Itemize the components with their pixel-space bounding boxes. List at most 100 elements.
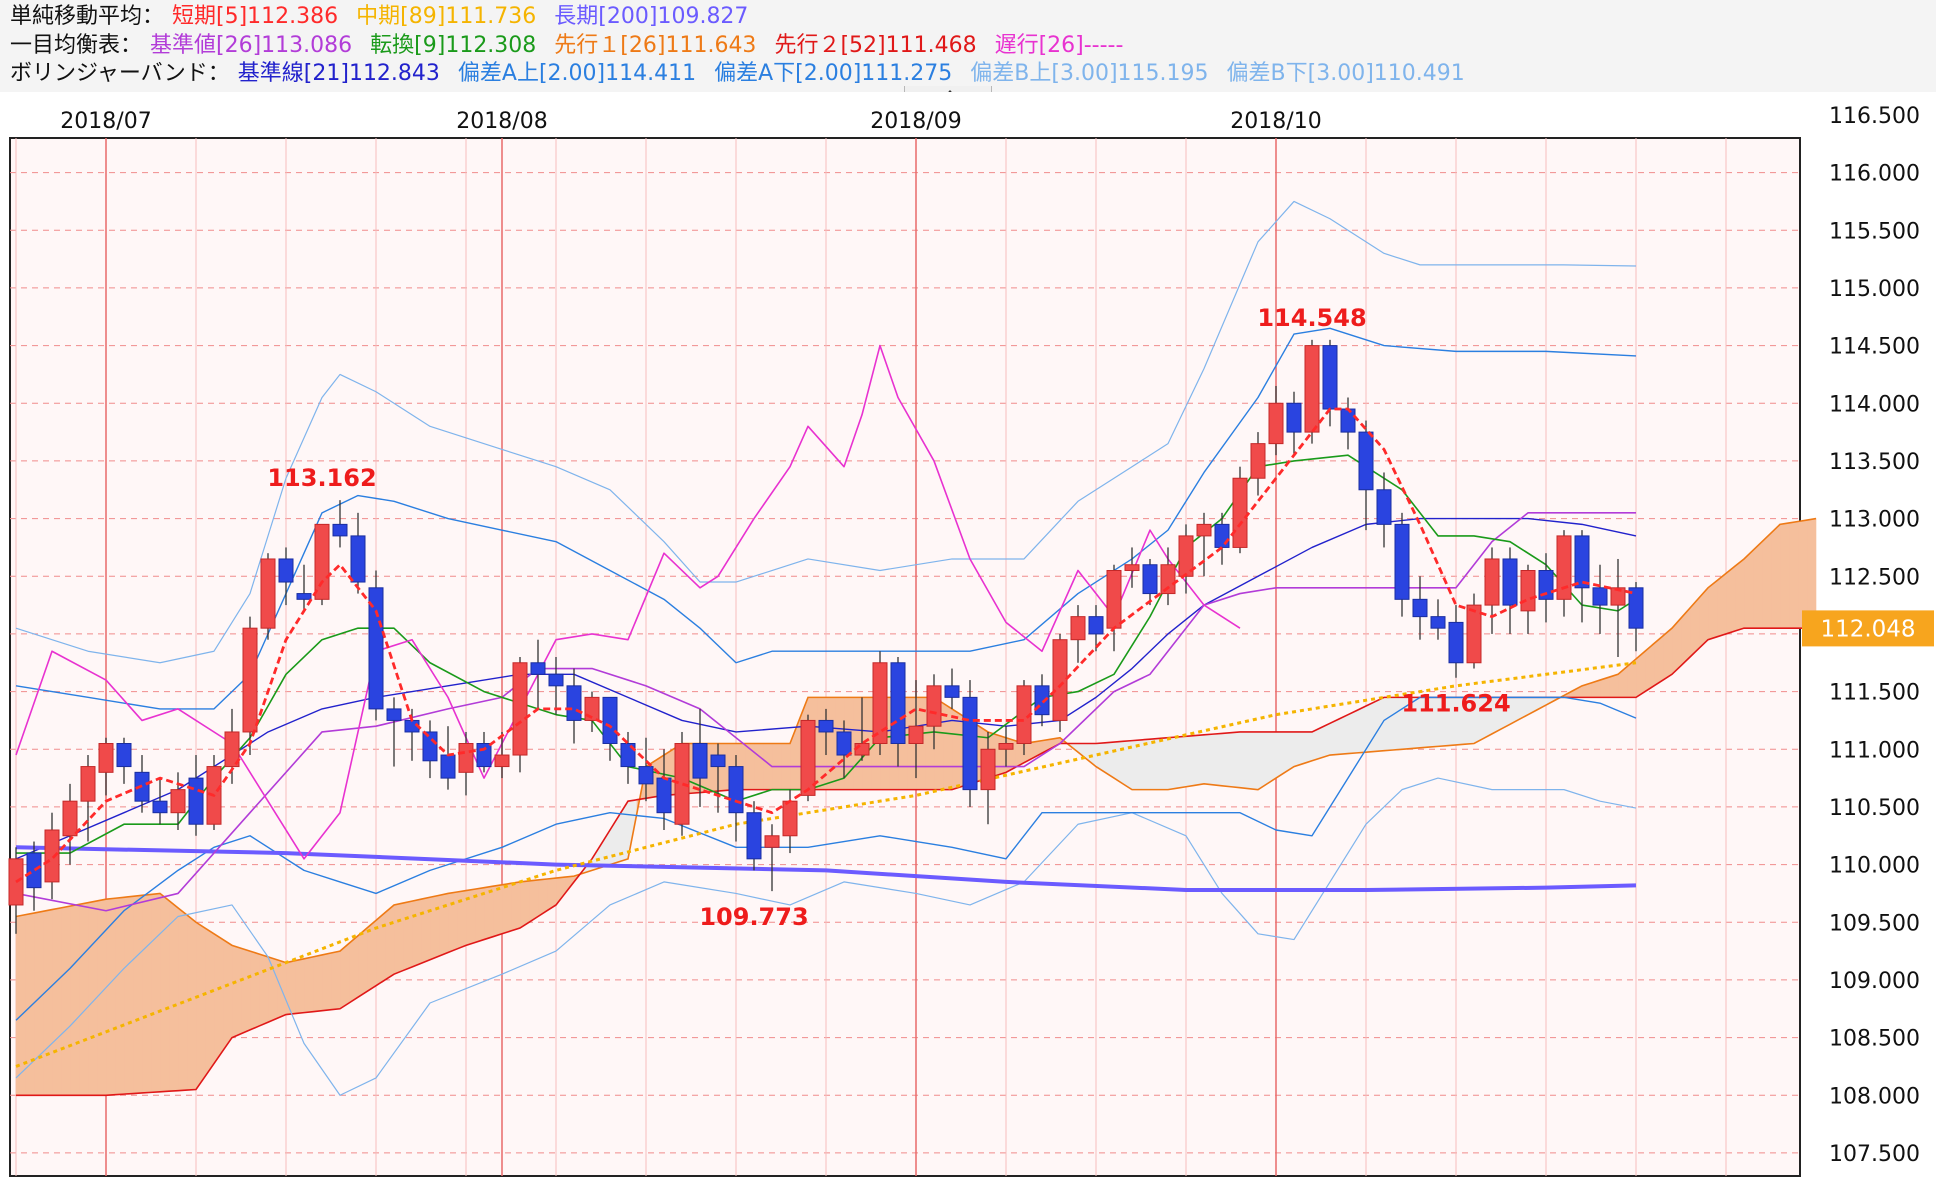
cloud-fill-bullish	[1788, 521, 1799, 629]
cloud-fill-bullish	[177, 907, 188, 1091]
cloud-fill-bullish	[123, 895, 134, 1095]
candle	[1268, 385, 1284, 456]
ichimoku-chikou-line	[15, 344, 1241, 860]
y-tick-label: 111.500	[1829, 681, 1920, 706]
candle	[602, 696, 618, 761]
candle	[152, 778, 168, 825]
candle-body-down	[332, 523, 348, 537]
cloud-fill-bearish	[1284, 731, 1295, 773]
candle	[314, 523, 330, 606]
month-label: 2018/08	[456, 109, 547, 134]
cloud-fill-bullish	[330, 950, 341, 1011]
sma-short-line-overlay	[15, 407, 1637, 884]
bollinger-b-lower-line	[15, 777, 1637, 1096]
candle	[1250, 432, 1266, 496]
candle	[1160, 547, 1176, 606]
y-tick-label: 116.500	[1829, 104, 1920, 129]
candle-body-down	[710, 754, 726, 768]
candle-body-down	[1448, 621, 1464, 664]
cloud-fill-bullish	[447, 891, 458, 953]
cloud-fill-bullish	[753, 743, 764, 790]
candle	[638, 737, 654, 802]
candle-body-up	[1106, 570, 1122, 629]
candle-body-down	[1430, 616, 1446, 629]
y-tick-label: 110.000	[1829, 854, 1920, 879]
month-label: 2018/09	[870, 109, 961, 134]
candle-body-down	[440, 754, 456, 779]
candle-body-down	[530, 662, 546, 675]
candle-body-down	[188, 777, 204, 825]
candle-body-up	[314, 523, 330, 600]
cloud-fill-bullish	[339, 942, 350, 1010]
cloud-fill-bullish	[150, 893, 161, 1093]
cloud-fill-bullish	[357, 927, 368, 998]
candle	[692, 708, 708, 807]
candle-body-up	[1232, 477, 1248, 548]
y-tick-label: 109.500	[1829, 911, 1920, 936]
cloud-fill-bullish	[321, 952, 332, 1012]
bollinger-mid-label: 基準線[21]112.843	[237, 61, 440, 86]
candle	[998, 726, 1014, 767]
candle-body-up	[782, 800, 798, 837]
candle	[1448, 605, 1464, 678]
price-annotation: 114.548	[1257, 304, 1366, 332]
y-tick-label: 114.500	[1829, 335, 1920, 360]
y-tick-label: 107.500	[1829, 1142, 1920, 1167]
sma-mid-label: 中期[89]111.736	[356, 4, 537, 29]
candle	[260, 553, 276, 640]
candle	[368, 570, 384, 721]
candle-body-up	[1250, 443, 1266, 479]
candle-body-down	[1538, 570, 1554, 600]
cloud-fill-bearish	[1320, 722, 1331, 759]
candle	[1430, 599, 1446, 640]
cloud-fill-bullish	[1716, 572, 1727, 638]
cloud-fill-bullish	[510, 881, 521, 932]
candle	[908, 680, 924, 779]
cloud-fill-bearish	[1347, 709, 1358, 754]
candle-body-up	[980, 748, 996, 791]
candle-body-down	[1394, 523, 1410, 600]
cloud-fill-bullish	[708, 743, 719, 793]
candle-body-down	[692, 743, 708, 779]
candle	[1070, 605, 1086, 663]
cloud-fill-bullish	[294, 958, 305, 1014]
candle-body-up	[1124, 564, 1140, 572]
candle-body-down	[350, 535, 366, 583]
candle	[980, 731, 996, 825]
bollinger-b-lower-label: 偏差B下[3.00]110.491	[1226, 61, 1465, 86]
candle-body-up	[260, 558, 276, 629]
cloud-fill-bullish	[141, 894, 152, 1094]
candle	[62, 783, 78, 865]
y-tick-label: 109.000	[1829, 969, 1920, 994]
bollinger-a-lower-line	[15, 696, 1637, 1021]
cloud-fill-bearish	[1338, 714, 1349, 755]
candle-body-up	[242, 627, 258, 733]
price-annotation: 113.162	[267, 464, 376, 492]
candle	[1628, 582, 1644, 652]
cloud-fill-bullish	[1770, 523, 1781, 629]
candle-body-down	[638, 766, 654, 785]
candle-body-up	[872, 662, 888, 744]
candle	[1412, 576, 1428, 640]
candle	[1304, 339, 1320, 444]
cloud-fill-bullish	[375, 912, 386, 987]
candle	[494, 731, 510, 779]
candle-body-down	[728, 766, 744, 814]
candle-body-up	[224, 731, 240, 768]
y-tick-label: 113.000	[1829, 508, 1920, 533]
bollinger-b-upper-line	[15, 200, 1637, 664]
candle-body-down	[1376, 489, 1392, 525]
candle-body-up	[80, 766, 96, 802]
cloud-fill-bearish	[1140, 738, 1151, 790]
candle	[1484, 547, 1500, 634]
cloud-fill-bearish	[1374, 696, 1385, 752]
candle-body-down	[1502, 558, 1518, 606]
cloud-fill-bullish	[15, 914, 26, 1096]
cloud-fill-bearish	[1302, 731, 1313, 765]
candle-body-up	[800, 719, 816, 796]
candle	[926, 674, 942, 750]
candle-body-up	[1556, 535, 1572, 600]
cloud-fill-bearish	[1221, 732, 1232, 788]
candle	[1088, 605, 1104, 652]
candle	[278, 547, 294, 606]
